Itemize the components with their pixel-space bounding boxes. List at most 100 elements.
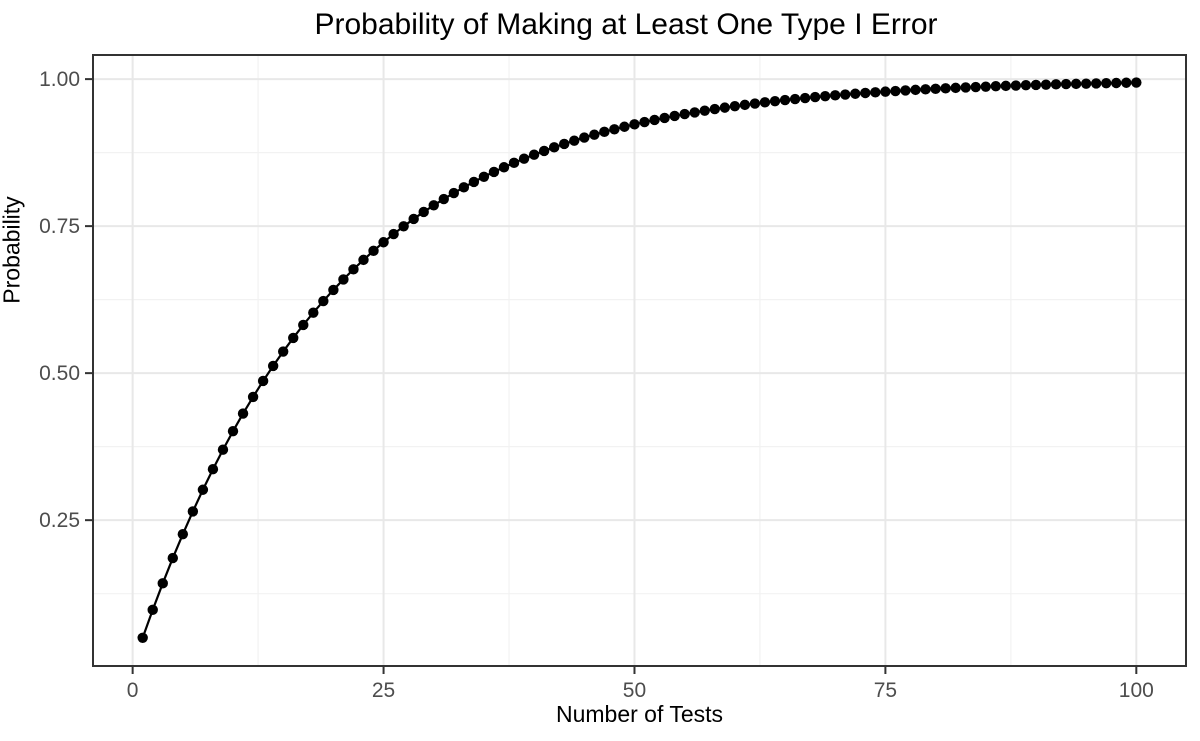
- data-point: [609, 124, 620, 135]
- data-point: [458, 182, 470, 193]
- data-point: [348, 264, 359, 275]
- data-point: [408, 213, 419, 225]
- data-point: [629, 119, 640, 130]
- data-point: [498, 162, 510, 173]
- data-point: [308, 307, 319, 318]
- data-point: [438, 193, 449, 205]
- data-point: [789, 93, 801, 105]
- data-point: [709, 103, 720, 115]
- data-point: [1090, 78, 1102, 89]
- data-point: [298, 319, 309, 331]
- x-tick-label: 50: [623, 679, 646, 702]
- data-point: [187, 506, 199, 517]
- data-point: [599, 126, 610, 138]
- data-point: [870, 87, 881, 98]
- panel-background: [93, 55, 1186, 666]
- panel-border: [92, 54, 1187, 667]
- data-point: [1121, 77, 1132, 88]
- data-point: [177, 528, 189, 540]
- data-point: [137, 632, 148, 643]
- data-point: [1050, 79, 1062, 90]
- data-point: [478, 171, 490, 182]
- data-point: [277, 346, 289, 357]
- data-point: [649, 114, 660, 126]
- data-point: [1101, 77, 1112, 89]
- data-point: [147, 604, 158, 616]
- data-point: [378, 237, 389, 248]
- data-point: [428, 200, 439, 211]
- data-point: [819, 90, 831, 102]
- data-point: [769, 95, 781, 107]
- data-point: [358, 254, 369, 266]
- data-point: [227, 425, 239, 437]
- data-point: [1131, 77, 1142, 88]
- data-point: [639, 116, 650, 128]
- data-point: [267, 360, 279, 372]
- data-point: [157, 578, 168, 589]
- data-point: [418, 206, 429, 218]
- data-point: [589, 129, 600, 140]
- x-tick-label: 100: [1119, 679, 1154, 702]
- y-tick-label: 0.75: [39, 215, 80, 238]
- data-point: [809, 91, 821, 103]
- data-point: [1111, 77, 1122, 89]
- data-point: [779, 94, 791, 106]
- data-point: [920, 84, 931, 95]
- data-point: [579, 132, 590, 143]
- data-point: [719, 102, 731, 113]
- data-point: [900, 85, 911, 96]
- data-point: [699, 105, 710, 116]
- x-tick-label: 0: [127, 679, 139, 702]
- data-point: [207, 464, 219, 475]
- x-tick-label: 25: [372, 679, 395, 702]
- data-point: [569, 135, 580, 146]
- data-point: [830, 90, 841, 101]
- y-tick-label: 0.25: [39, 509, 80, 532]
- data-point: [528, 149, 540, 160]
- data-point: [840, 89, 851, 100]
- data-point: [448, 187, 460, 199]
- data-point: [1000, 80, 1012, 92]
- data-point: [930, 83, 941, 95]
- data-point: [1020, 80, 1032, 91]
- data-point: [288, 332, 299, 344]
- x-tick-label: 75: [874, 679, 897, 702]
- data-point: [890, 85, 901, 97]
- data-point: [659, 112, 670, 124]
- y-tick-label: 0.50: [39, 362, 80, 385]
- data-point: [217, 444, 229, 455]
- data-point: [197, 484, 209, 495]
- data-point: [619, 121, 630, 132]
- data-point: [388, 228, 399, 240]
- y-tick-label: 1.00: [39, 68, 80, 91]
- data-point: [468, 176, 480, 188]
- data-point: [960, 82, 971, 93]
- data-point: [559, 138, 570, 150]
- data-point: [508, 157, 520, 169]
- data-point: [237, 408, 249, 419]
- chart-title: Probability of Making at Least One Type …: [314, 8, 938, 41]
- data-point: [1030, 79, 1042, 91]
- data-point: [940, 83, 951, 94]
- data-point: [1070, 78, 1082, 90]
- data-point: [679, 108, 690, 120]
- data-point: [860, 87, 871, 99]
- data-point: [488, 166, 500, 178]
- data-point: [910, 84, 921, 96]
- data-point: [759, 97, 771, 108]
- data-point: [799, 92, 811, 104]
- data-point: [689, 107, 700, 118]
- data-point: [739, 99, 751, 111]
- data-point: [257, 375, 269, 387]
- data-point: [318, 295, 329, 307]
- data-point: [338, 274, 349, 285]
- x-axis-title: Number of Tests: [555, 701, 724, 727]
- data-point: [1010, 80, 1022, 91]
- data-point: [368, 245, 379, 257]
- data-point: [1080, 78, 1092, 89]
- data-point: [167, 552, 178, 564]
- data-point: [729, 101, 741, 112]
- data-point: [990, 81, 1002, 92]
